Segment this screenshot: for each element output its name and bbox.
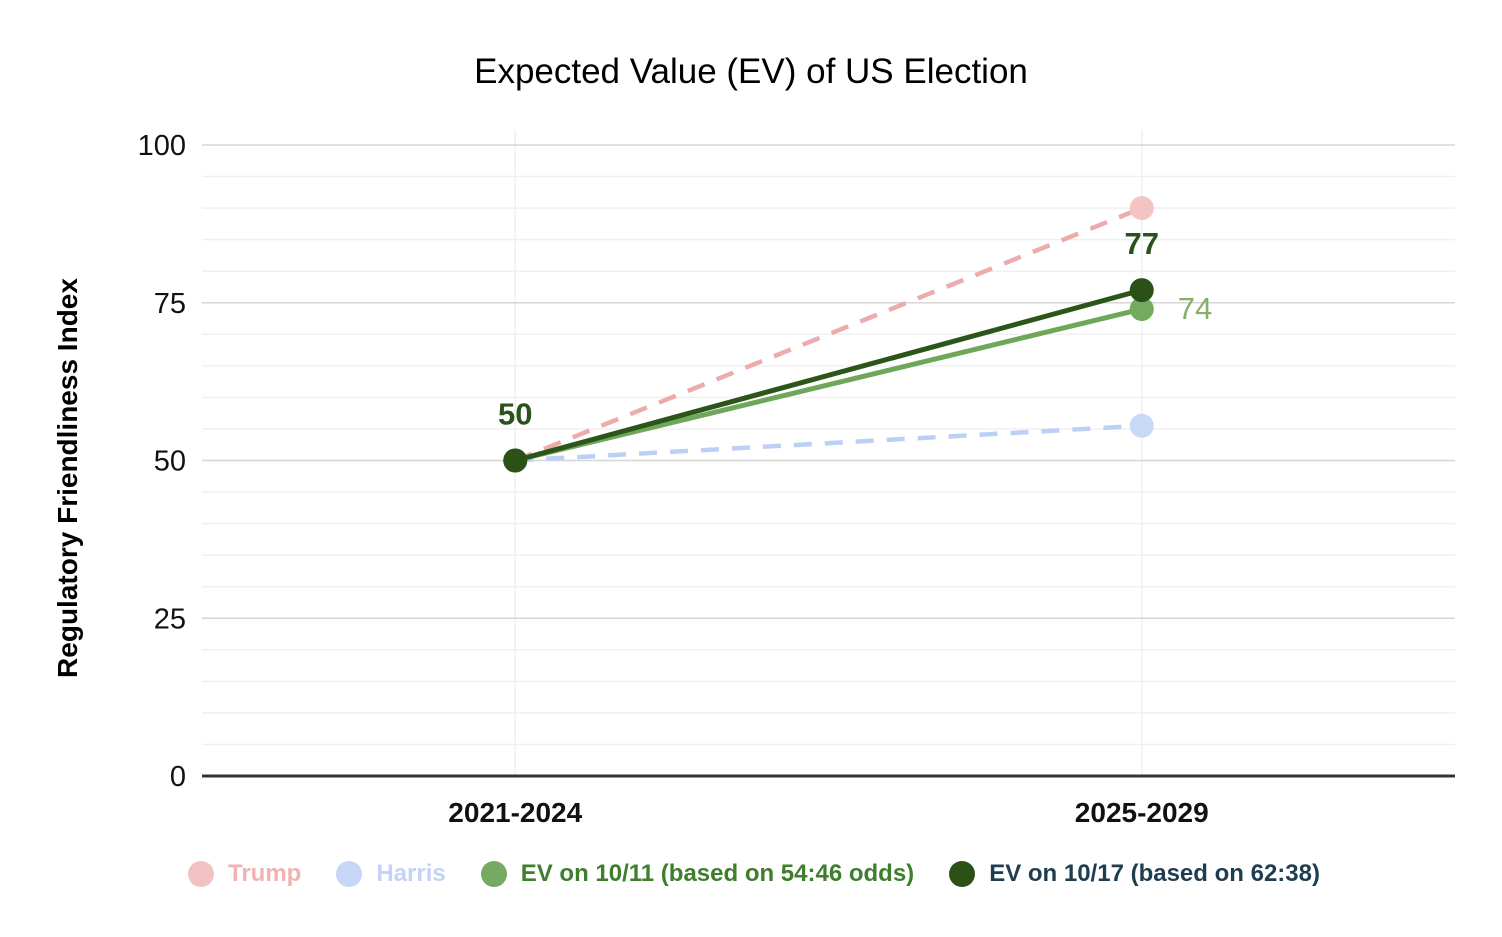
point-label-ev-on-10-17-based-on-62-38-2025-2029: 77 [1125, 226, 1159, 261]
legend-label-ev-on-10-17-based-on-62-38: EV on 10/17 (based on 62:38) [989, 860, 1320, 887]
point-label-ev-on-10-17-based-on-62-38-2021-2024: 50 [498, 397, 532, 432]
series-line-ev-on-10-11-based-on-54-46-odds [514, 306, 1143, 463]
legend-item-ev-on-10-17-based-on-62-38[interactable]: EV on 10/17 (based on 62:38) [949, 860, 1320, 888]
legend: Trump Harris EV on 10/11 (based on 54:46 o… [188, 860, 1320, 888]
legend-dot-ev-on-10-17-based-on-62-38 [949, 861, 976, 887]
legend-dot-ev-on-10-11-based-on-54-46-odds [480, 861, 507, 887]
data-point-trump-2025-2029[interactable] [1129, 196, 1154, 221]
legend-item-ev-on-10-11-based-on-54-46-odds[interactable]: EV on 10/11 (based on 54:46 odds) [480, 860, 915, 888]
x-tick-label-2021-2024: 2021-2024 [448, 797, 582, 828]
chart-title: Expected Value (EV) of US Election [474, 52, 1028, 91]
y-tick-label-50: 50 [154, 446, 186, 478]
series-line-ev-on-10-17-based-on-62-38 [514, 287, 1143, 463]
y-tick-label-0: 0 [170, 761, 186, 793]
x-tick-label-2025-2029: 2025-2029 [1075, 797, 1209, 828]
data-point-ev-on-10-17-based-on-62-38-2021-2024[interactable] [503, 448, 528, 473]
data-point-ev-on-10-17-based-on-62-38-2025-2029[interactable] [1129, 278, 1154, 303]
legend-item-trump[interactable]: Trump [188, 860, 301, 888]
legend-dot-harris [336, 861, 363, 887]
data-point-harris-2025-2029[interactable] [1129, 413, 1154, 438]
y-tick-label-100: 100 [138, 130, 186, 162]
legend-label-ev-on-10-11-based-on-54-46-odds: EV on 10/11 (based on 54:46 odds) [520, 860, 915, 887]
legend-dot-trump [188, 861, 214, 887]
point-label-ev-on-10-11-based-on-54-46-odds-2025-2029: 74 [1178, 291, 1212, 326]
legend-label-harris: Harris [376, 860, 446, 887]
y-tick-label-25: 25 [154, 603, 186, 635]
series-line-trump [514, 206, 1143, 463]
series-line-harris [515, 423, 1142, 463]
data-point-ev-on-10-11-based-on-54-46-odds-2025-2029[interactable] [1129, 297, 1154, 322]
legend-item-harris[interactable]: Harris [336, 860, 446, 888]
legend-label-trump: Trump [228, 860, 302, 887]
y-tick-label-75: 75 [154, 288, 186, 320]
